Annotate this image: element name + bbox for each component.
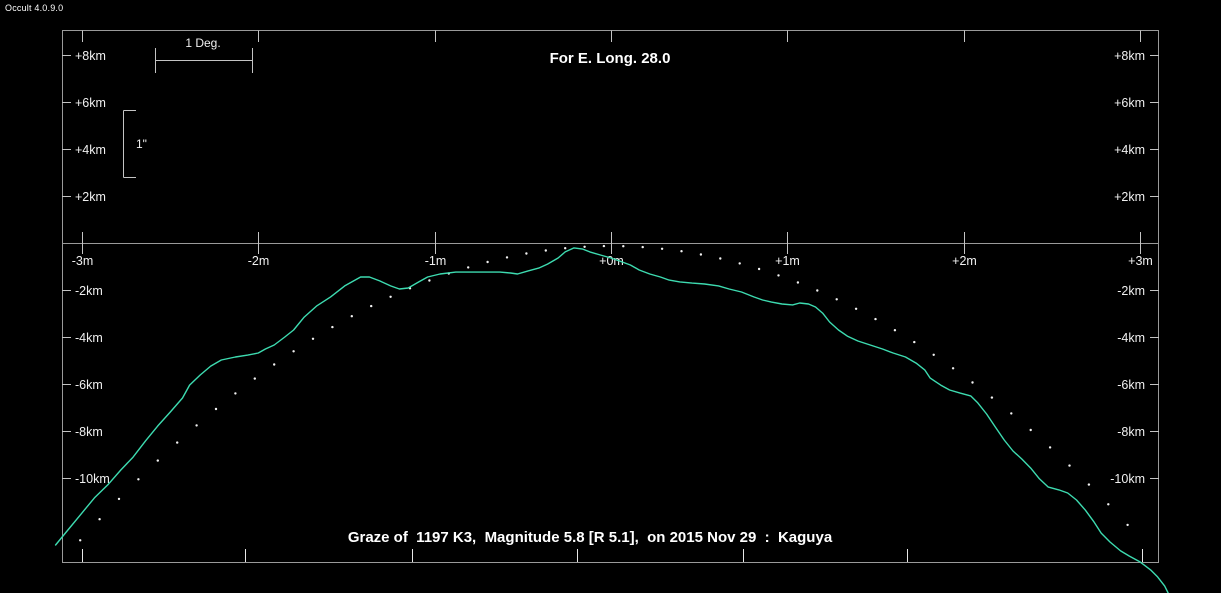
mean-limb-dot bbox=[544, 249, 547, 252]
mean-limb-dot bbox=[835, 298, 838, 301]
mean-limb-dot bbox=[971, 381, 974, 384]
y-tick-label-left: -8km bbox=[75, 425, 103, 439]
mean-limb-dot bbox=[932, 353, 935, 356]
y-tick-label-right: +8km bbox=[1114, 49, 1145, 63]
mean-limb-dot bbox=[699, 253, 703, 256]
x-tick-label: +0m bbox=[599, 254, 624, 268]
limb-profile-curve bbox=[54, 247, 1169, 593]
mean-limb-dot bbox=[331, 325, 334, 329]
mean-limb-dot bbox=[253, 377, 256, 380]
y-tick-label-left: +6km bbox=[75, 96, 106, 110]
y-tick-label-left: +2km bbox=[75, 190, 106, 204]
mean-limb-dot bbox=[486, 260, 489, 264]
mean-limb-dot bbox=[467, 266, 470, 269]
mean-limb-dot bbox=[990, 396, 994, 399]
mean-limb-dot bbox=[273, 363, 276, 366]
mean-limb-dot bbox=[660, 247, 664, 250]
mean-limb-dot bbox=[98, 518, 101, 521]
x-tick-label: +1m bbox=[775, 254, 800, 268]
mean-limb-dot bbox=[854, 307, 858, 310]
mean-limb-dot bbox=[156, 459, 159, 462]
mean-limb-dot bbox=[777, 274, 780, 277]
x-tick-label: -3m bbox=[72, 254, 94, 268]
app-version-label: Occult 4.0.9.0 bbox=[5, 3, 64, 13]
y-tick-label-right: +2km bbox=[1114, 190, 1145, 204]
mean-limb-dot bbox=[602, 244, 606, 248]
mean-limb-dot bbox=[428, 279, 431, 282]
y-tick-label-left: -10km bbox=[75, 472, 110, 486]
y-tick-label-right: -6km bbox=[1117, 378, 1145, 392]
y-tick-label-right: +4km bbox=[1114, 143, 1145, 157]
y-tick-label-left: -4km bbox=[75, 331, 103, 345]
x-tick-label: +2m bbox=[952, 254, 977, 268]
y-tick-label-right: -10km bbox=[1110, 472, 1145, 486]
mean-limb-dot bbox=[796, 281, 800, 284]
mean-limb-dot bbox=[1068, 464, 1071, 467]
mean-limb-dot bbox=[350, 315, 353, 318]
mean-limb-dot bbox=[641, 245, 644, 249]
mean-limb-dot bbox=[389, 295, 392, 298]
mean-limb-dot bbox=[816, 289, 819, 292]
plot-frame bbox=[62, 30, 1159, 563]
mean-limb-dot bbox=[1087, 483, 1091, 486]
mean-limb-dot bbox=[622, 245, 625, 248]
mean-limb-dot bbox=[370, 304, 373, 308]
mean-limb-dot bbox=[117, 497, 121, 501]
mean-limb-dot bbox=[757, 267, 761, 271]
y-tick-label-left: +8km bbox=[75, 49, 106, 63]
degree-scale-label: 1 Deg. bbox=[185, 36, 221, 50]
mean-limb-dot bbox=[1107, 503, 1110, 506]
mean-limb-dot bbox=[564, 247, 567, 250]
mean-limb-dot bbox=[893, 329, 897, 332]
x-tick-label: -2m bbox=[248, 254, 270, 268]
y-tick-label-left: +4km bbox=[75, 143, 106, 157]
mean-limb-dot bbox=[951, 367, 955, 370]
mean-limb-dot bbox=[505, 256, 509, 259]
mean-limb-dot bbox=[176, 441, 179, 444]
mean-limb-dot bbox=[79, 539, 82, 542]
mean-limb-dot bbox=[719, 257, 722, 260]
y-tick-label-right: -2km bbox=[1117, 284, 1145, 298]
mean-limb-dot bbox=[738, 262, 741, 265]
y-tick-label-left: -6km bbox=[75, 378, 103, 392]
mean-limb-dot bbox=[311, 337, 315, 340]
mean-limb-dot bbox=[1029, 428, 1032, 432]
mean-limb-dot bbox=[525, 252, 528, 255]
mean-limb-dot bbox=[1010, 412, 1013, 415]
y-tick-label-left: -2km bbox=[75, 284, 103, 298]
x-tick-label: -1m bbox=[425, 254, 447, 268]
mean-limb-dot bbox=[583, 245, 586, 248]
mean-limb-dot bbox=[1126, 523, 1129, 527]
mean-limb-dot bbox=[195, 424, 198, 427]
mean-limb-dot bbox=[874, 317, 877, 321]
mean-limb-dot bbox=[913, 340, 916, 344]
chart-caption: Graze of 1197 K3, Magnitude 5.8 [R 5.1],… bbox=[347, 529, 833, 546]
arcsec-scale-label: 1" bbox=[136, 137, 147, 151]
mean-limb-dot bbox=[137, 478, 140, 481]
y-tick-label-right: -4km bbox=[1117, 331, 1145, 345]
mean-limb-dot bbox=[680, 250, 683, 253]
y-tick-label-right: -8km bbox=[1117, 425, 1145, 439]
mean-limb-dot bbox=[214, 407, 218, 411]
x-tick-label: +3m bbox=[1128, 254, 1153, 268]
mean-limb-dot bbox=[292, 350, 295, 353]
mean-limb-dot bbox=[234, 392, 237, 395]
chart-title: For E. Long. 28.0 bbox=[549, 50, 671, 67]
y-tick-label-right: +6km bbox=[1114, 96, 1145, 110]
mean-limb-dot bbox=[1048, 446, 1052, 449]
